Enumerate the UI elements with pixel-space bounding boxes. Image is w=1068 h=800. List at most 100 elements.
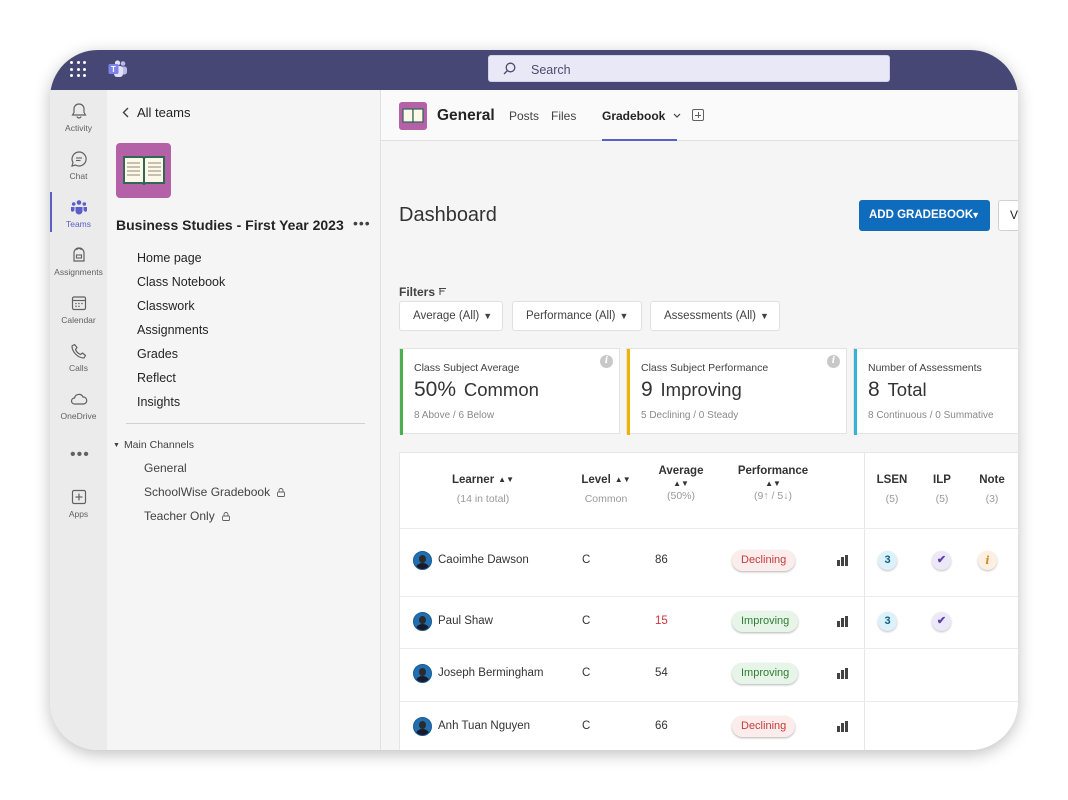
tab-files[interactable]: Files xyxy=(551,109,577,123)
app-rail: Activity Chat Teams xyxy=(50,90,107,750)
rail-item-assignments[interactable]: Assignments xyxy=(50,240,107,286)
header-subtext: (14 in total) xyxy=(456,493,510,505)
page-title: Dashboard xyxy=(399,204,497,226)
caret-down-icon: ▼ xyxy=(483,311,493,321)
info-icon[interactable]: i xyxy=(827,355,840,368)
team-avatar xyxy=(116,143,171,198)
rail-item-teams[interactable]: Teams xyxy=(50,192,107,238)
channel-label: General xyxy=(144,461,187,475)
chat-icon xyxy=(70,151,87,167)
bar-chart-icon[interactable] xyxy=(837,721,850,732)
card-number-of-assessments: Number of Assessments 8 Total 8 Continuo… xyxy=(853,348,1018,435)
learner-name[interactable]: Caoimhe Dawson xyxy=(438,554,529,566)
caret-down-icon: ▼ xyxy=(971,210,980,220)
filter-label: Assessments (All) xyxy=(664,310,757,322)
backpack-icon xyxy=(72,247,85,262)
nav-item-grades[interactable]: Grades xyxy=(137,347,178,361)
learner-average: 54 xyxy=(655,667,668,679)
add-tab-icon[interactable] xyxy=(692,109,704,121)
card-number: 50% xyxy=(414,378,457,401)
channel-item-teacher-only[interactable]: Teacher Only xyxy=(144,508,285,532)
header-label: Level xyxy=(581,474,611,486)
chevron-down-icon xyxy=(673,113,681,118)
learner-average: 66 xyxy=(655,720,668,732)
sort-icon: ▲▼ xyxy=(765,479,781,488)
header-label: Note xyxy=(979,474,1005,486)
tab-posts[interactable]: Posts xyxy=(509,109,540,123)
filter-average[interactable]: Average (All) ▼ xyxy=(399,301,503,331)
performance-badge: Declining xyxy=(732,716,796,737)
learner-name[interactable]: Paul Shaw xyxy=(438,615,493,627)
nav-item-reflect[interactable]: Reflect xyxy=(137,371,176,385)
tab-gradebook[interactable]: Gradebook xyxy=(602,109,681,123)
header-label: Average xyxy=(658,465,704,477)
more-apps-icon[interactable]: ••• xyxy=(70,446,90,463)
channel-item-schoolwise-gradebook[interactable]: SchoolWise Gradebook xyxy=(144,484,286,508)
channel-list: General SchoolWise Gradebook Teacher Onl… xyxy=(144,460,286,532)
learner-name[interactable]: Anh Tuan Nguyen xyxy=(438,720,531,732)
team-more-options-icon[interactable]: ••• xyxy=(353,215,371,231)
header-subtext: (3) xyxy=(985,493,999,505)
filters-label: Filters xyxy=(399,285,447,299)
rail-item-calls[interactable]: Calls xyxy=(50,336,107,382)
header-subtext: (5) xyxy=(935,493,949,505)
channel-item-general[interactable]: General xyxy=(144,460,285,484)
filters-text: Filters xyxy=(399,285,436,299)
lsen-badge[interactable]: 3 xyxy=(878,612,897,631)
card-number: 8 xyxy=(868,378,880,401)
app-launcher-icon[interactable] xyxy=(70,61,86,77)
ilp-check-icon[interactable]: ✔ xyxy=(932,612,951,631)
learner-level: C xyxy=(582,554,591,566)
book-icon xyxy=(402,108,424,124)
all-teams-link[interactable]: All teams xyxy=(122,105,190,120)
header-label: Performance xyxy=(737,465,809,477)
performance-badge: Declining xyxy=(732,550,796,571)
bar-chart-icon[interactable] xyxy=(837,555,850,566)
ilp-check-icon[interactable]: ✔ xyxy=(932,551,951,570)
nav-item-assignments[interactable]: Assignments xyxy=(137,323,209,337)
bar-chart-icon[interactable] xyxy=(837,616,850,627)
nav-item-insights[interactable]: Insights xyxy=(137,395,181,409)
add-gradebook-button[interactable]: ADD GRADEBOOK ▼ xyxy=(859,200,990,231)
filter-performance[interactable]: Performance (All) ▼ xyxy=(512,301,642,331)
learner-average: 86 xyxy=(655,554,668,566)
info-icon[interactable]: i xyxy=(600,355,613,368)
rail-item-calendar[interactable]: Calendar xyxy=(50,288,107,334)
caret-down-icon: ▼ xyxy=(113,442,120,449)
view-button[interactable]: V xyxy=(998,200,1018,231)
filter-assessments[interactable]: Assessments (All) ▼ xyxy=(650,301,780,331)
rail-item-apps[interactable]: Apps xyxy=(50,482,107,528)
row-divider xyxy=(400,528,1018,529)
column-header-average[interactable]: Average ▲▼ (50%) xyxy=(646,465,716,502)
card-number: 9 xyxy=(641,378,653,401)
rail-item-activity[interactable]: Activity xyxy=(50,96,107,142)
rail-item-chat[interactable]: Chat xyxy=(50,144,107,190)
nav-item-classwork[interactable]: Classwork xyxy=(137,299,195,313)
column-header-learner[interactable]: Learner ▲▼ (14 in total) xyxy=(438,474,528,505)
rail-item-onedrive[interactable]: OneDrive xyxy=(50,384,107,430)
card-word: Improving xyxy=(660,379,742,400)
main-channels-toggle[interactable]: ▼ Main Channels xyxy=(113,439,194,451)
lock-icon xyxy=(221,512,230,521)
learner-name[interactable]: Joseph Bermingham xyxy=(438,667,544,679)
lsen-badge[interactable]: 3 xyxy=(878,551,897,570)
phone-icon xyxy=(70,343,86,359)
all-teams-label: All teams xyxy=(137,105,191,120)
nav-item-class-notebook[interactable]: Class Notebook xyxy=(137,275,226,289)
search-placeholder: Search xyxy=(531,63,571,77)
note-info-icon[interactable]: i xyxy=(978,551,997,570)
bar-chart-icon[interactable] xyxy=(837,668,850,679)
nav-item-home-page[interactable]: Home page xyxy=(137,251,202,265)
search-input[interactable]: Search xyxy=(488,55,890,82)
caret-down-icon: ▼ xyxy=(760,311,769,321)
chevron-left-icon xyxy=(122,107,129,118)
main-content: General Posts Files Gradebook Dashboard … xyxy=(381,90,1018,750)
lock-icon xyxy=(277,488,286,497)
column-header-level[interactable]: Level ▲▼ Common xyxy=(570,474,642,505)
header-subtext: Common xyxy=(584,493,628,505)
card-subtext: 8 Above / 6 Below xyxy=(414,410,495,421)
rail-label: OneDrive xyxy=(60,411,97,421)
learner-table: Learner ▲▼ (14 in total) Level ▲▼ Common A… xyxy=(399,452,1018,750)
rail-label: Activity xyxy=(65,123,92,133)
column-header-performance[interactable]: Performance ▲▼ (9↑ / 5↓) xyxy=(728,465,818,502)
